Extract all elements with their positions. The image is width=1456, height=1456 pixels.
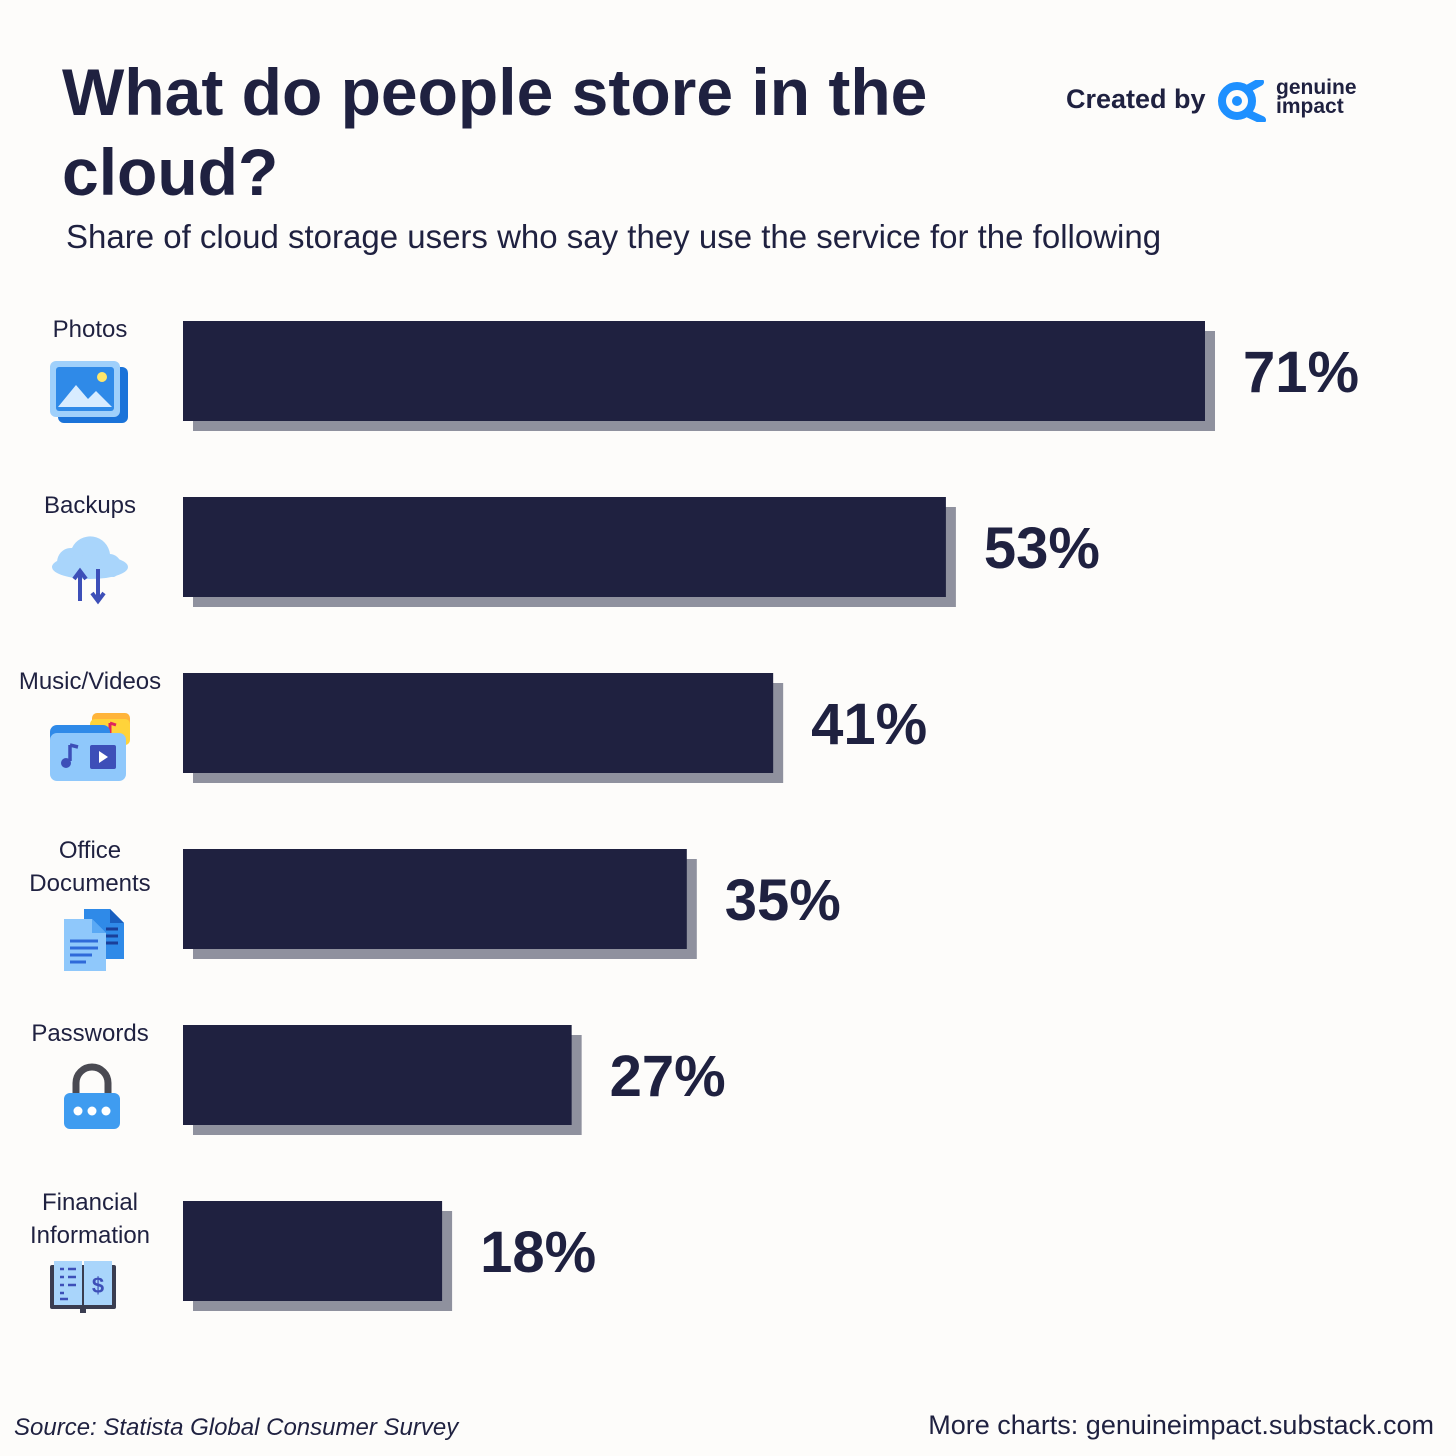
documents-icon (62, 907, 126, 976)
svg-text:$: $ (92, 1273, 104, 1298)
bar-office-documents (183, 849, 687, 949)
photos-icon (48, 359, 132, 430)
bar-passwords (183, 1025, 572, 1125)
brand-name: genuine impact (1276, 76, 1357, 118)
value-label: 35% (724, 868, 841, 933)
category-label: Photos (2, 313, 178, 346)
chart-title: What do people store in the cloud? (62, 55, 928, 209)
chart-subtitle: Share of cloud storage users who say the… (66, 218, 1162, 255)
category-label: Backups (2, 489, 178, 522)
value-label: 41% (811, 692, 928, 757)
value-label: 53% (983, 516, 1100, 581)
created-by-label: Created by (1066, 84, 1206, 114)
category-label: Office Documents (2, 834, 178, 900)
bar-backups (183, 497, 946, 597)
bar-photos (183, 321, 1205, 421)
brand-line-2: impact (1276, 95, 1344, 118)
cloud-backup-icon (48, 535, 132, 612)
value-label: 27% (609, 1044, 726, 1109)
more-charts-link[interactable]: More charts: genuineimpact.substack.com (928, 1410, 1434, 1440)
bar-financial-information (183, 1201, 443, 1301)
ledger-icon: $ (48, 1259, 118, 1320)
category-label-line: Documents (29, 870, 151, 897)
bar-music-videos (183, 673, 774, 773)
value-label: 18% (480, 1220, 597, 1285)
source-note: Source: Statista Global Consumer Survey (14, 1414, 459, 1441)
category-label-line: Passwords (31, 1020, 149, 1047)
genuine-impact-logo-icon (1216, 78, 1266, 127)
category-label: Financial Information (2, 1186, 178, 1252)
value-label: 71% (1243, 340, 1360, 405)
category-label: Music/Videos (2, 665, 178, 698)
category-label-line: Backups (43, 492, 137, 519)
category-label-line: Office (58, 837, 122, 864)
brand-line-1: genuine (1276, 76, 1357, 99)
music-video-folder-icon (48, 711, 132, 788)
brand-badge: Created by genuine impact (1066, 76, 1386, 127)
padlock-icon (62, 1063, 122, 1136)
category-label: Passwords (2, 1017, 178, 1050)
category-label-line: Music/Videos (18, 668, 162, 695)
category-label-line: Information (29, 1222, 151, 1249)
category-label-line: Photos (52, 316, 128, 343)
category-label-line: Financial (41, 1189, 139, 1216)
